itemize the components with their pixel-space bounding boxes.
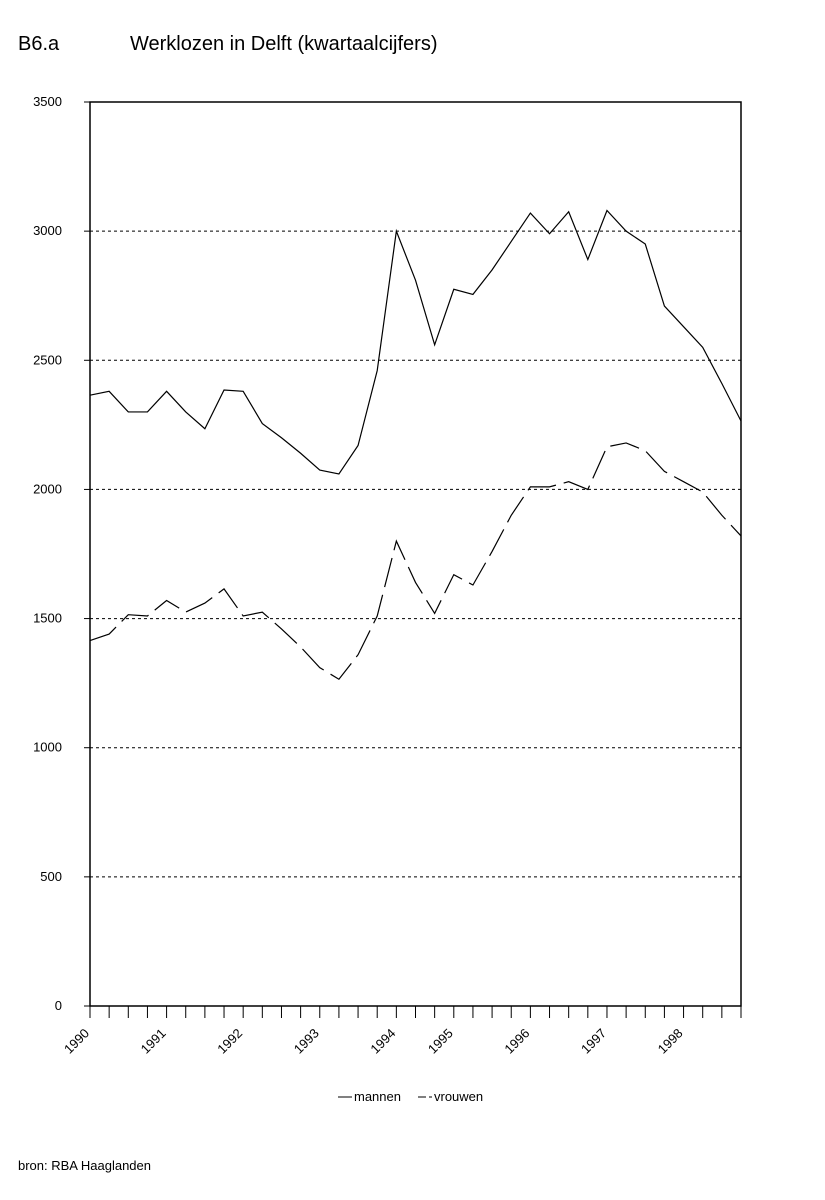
series-lines [89,209,742,681]
x-tick-label: 1993 [291,1026,322,1057]
x-tick-label: 1996 [501,1026,532,1057]
y-tick-label: 2000 [33,481,62,496]
x-tick-label: 1991 [138,1026,169,1057]
gridlines [90,230,741,878]
y-tick-label: 2500 [33,352,62,367]
y-tick-label: 1000 [33,740,62,755]
y-tick-label: 3500 [33,94,62,109]
legend: mannen vrouwen [338,1089,483,1104]
x-axis: 1990 1991 1992 1993 1994 1995 1996 1997 1998 [61,1006,742,1057]
y-tick-label: 3000 [33,223,62,238]
x-tick-label: 1998 [655,1026,686,1057]
y-axis: 0 500 1000 1500 2000 2500 3000 3500 [33,94,90,1013]
legend-label-vrouwen: vrouwen [434,1089,483,1104]
series-line-vrouwen [89,442,742,681]
legend-label-mannen: mannen [354,1089,401,1104]
plot-area-frame [89,101,742,1007]
y-tick-label: 0 [55,998,62,1013]
y-tick-label: 1500 [33,611,62,626]
x-tick-label: 1992 [214,1026,245,1057]
chart-title: Werklozen in Delft (kwartaalcijfers) [130,33,438,55]
x-tick-label: 1990 [61,1026,92,1057]
x-tick-label: 1994 [367,1026,398,1057]
source-note: bron: RBA Haaglanden [18,1158,151,1173]
y-tick-label: 500 [40,869,62,884]
series-line-mannen [89,209,742,475]
x-tick-label: 1995 [425,1026,456,1057]
x-tick-label: 1997 [578,1026,609,1057]
figure-code: B6.a [18,33,60,55]
